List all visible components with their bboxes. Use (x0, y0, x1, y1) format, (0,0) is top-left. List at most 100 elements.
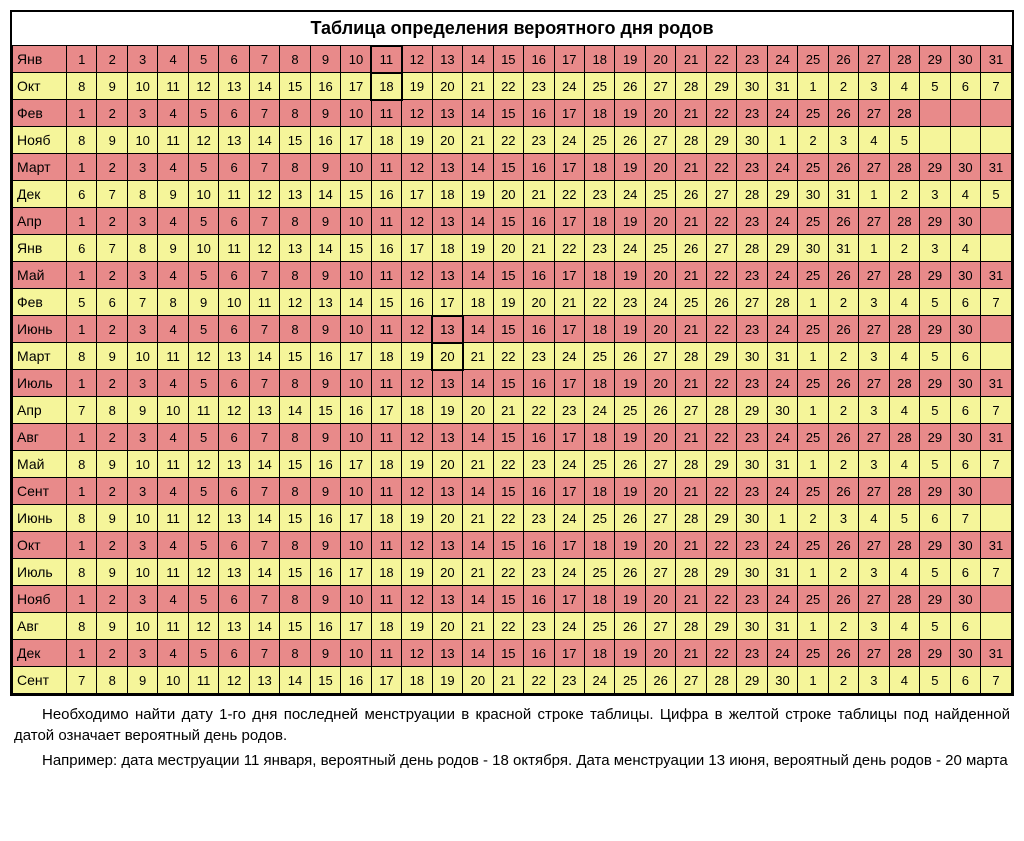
day-cell: 18 (371, 451, 401, 478)
day-cell: 11 (371, 100, 401, 127)
day-cell: 18 (584, 370, 614, 397)
table-row: Фев1234567891011121314151617181920212223… (13, 100, 1012, 127)
day-cell: 22 (706, 424, 736, 451)
day-cell: 23 (524, 613, 554, 640)
day-cell: 3 (127, 370, 157, 397)
day-cell: 21 (463, 343, 493, 370)
day-cell: 24 (767, 262, 797, 289)
day-cell: 15 (280, 613, 310, 640)
day-cell: 24 (554, 613, 584, 640)
day-cell: 11 (371, 424, 401, 451)
day-cell: 2 (828, 451, 858, 478)
day-cell: 17 (554, 46, 584, 73)
day-cell: 13 (432, 478, 462, 505)
day-cell: 5 (188, 640, 218, 667)
day-cell (920, 100, 950, 127)
day-cell: 21 (676, 640, 706, 667)
day-cell: 26 (615, 127, 645, 154)
day-cell: 8 (280, 262, 310, 289)
day-cell: 13 (432, 316, 462, 343)
day-cell: 17 (554, 424, 584, 451)
day-cell: 27 (859, 532, 889, 559)
day-cell: 25 (798, 640, 828, 667)
day-cell: 22 (493, 127, 523, 154)
day-cell: 1 (798, 559, 828, 586)
day-cell: 3 (127, 532, 157, 559)
day-cell: 22 (493, 451, 523, 478)
day-cell: 27 (645, 559, 675, 586)
day-cell: 30 (767, 397, 797, 424)
day-cell: 12 (402, 586, 432, 613)
day-cell: 28 (706, 667, 736, 694)
day-cell: 30 (950, 208, 980, 235)
day-cell: 17 (371, 397, 401, 424)
day-cell: 9 (97, 505, 127, 532)
day-cell: 20 (432, 613, 462, 640)
day-cell: 26 (615, 451, 645, 478)
day-cell: 10 (341, 586, 371, 613)
day-cell: 24 (554, 73, 584, 100)
month-label: Янв (13, 46, 67, 73)
day-cell: 15 (280, 127, 310, 154)
month-label: Май (13, 451, 67, 478)
day-cell: 25 (584, 73, 614, 100)
day-cell: 30 (950, 424, 980, 451)
day-cell: 19 (463, 235, 493, 262)
day-cell (981, 343, 1012, 370)
day-cell: 24 (767, 100, 797, 127)
day-cell: 29 (767, 235, 797, 262)
day-cell: 17 (341, 343, 371, 370)
day-cell: 29 (920, 208, 950, 235)
day-cell: 23 (584, 235, 614, 262)
month-label: Май (13, 262, 67, 289)
day-cell: 29 (920, 586, 950, 613)
day-cell: 9 (97, 451, 127, 478)
day-cell: 7 (249, 424, 279, 451)
day-cell: 7 (981, 289, 1012, 316)
day-cell: 11 (219, 235, 249, 262)
table-row: Дек1234567891011121314151617181920212223… (13, 640, 1012, 667)
day-cell: 25 (798, 586, 828, 613)
day-cell: 3 (127, 154, 157, 181)
day-cell: 3 (859, 343, 889, 370)
month-label: Июнь (13, 505, 67, 532)
month-label: Авг (13, 613, 67, 640)
day-cell: 2 (97, 640, 127, 667)
month-label: Март (13, 154, 67, 181)
day-cell: 18 (432, 181, 462, 208)
day-cell: 19 (432, 667, 462, 694)
day-cell: 6 (219, 370, 249, 397)
day-cell: 27 (645, 343, 675, 370)
day-cell: 13 (310, 289, 340, 316)
day-cell: 22 (706, 100, 736, 127)
table-row: Дек6789101112131415161718192021222324252… (13, 181, 1012, 208)
month-label: Апр (13, 208, 67, 235)
day-cell: 31 (981, 262, 1012, 289)
day-cell: 23 (737, 586, 767, 613)
day-cell: 10 (341, 532, 371, 559)
day-cell: 12 (402, 478, 432, 505)
table-row: Янв1234567891011121314151617181920212223… (13, 46, 1012, 73)
month-label: Окт (13, 73, 67, 100)
day-cell: 31 (828, 181, 858, 208)
day-cell: 30 (950, 532, 980, 559)
day-cell: 16 (310, 127, 340, 154)
day-cell: 28 (676, 451, 706, 478)
day-cell: 26 (676, 235, 706, 262)
day-cell: 5 (920, 343, 950, 370)
day-cell: 12 (402, 154, 432, 181)
day-cell: 29 (920, 316, 950, 343)
day-cell: 18 (371, 343, 401, 370)
day-cell: 22 (706, 478, 736, 505)
day-cell: 11 (371, 154, 401, 181)
day-cell: 3 (859, 667, 889, 694)
day-cell: 2 (889, 181, 919, 208)
table-row: Нояб123456789101112131415161718192021222… (13, 586, 1012, 613)
day-cell: 18 (432, 235, 462, 262)
day-cell: 17 (402, 235, 432, 262)
day-cell: 10 (341, 370, 371, 397)
day-cell: 15 (493, 370, 523, 397)
day-cell: 1 (67, 532, 97, 559)
day-cell: 18 (584, 478, 614, 505)
day-cell: 13 (432, 640, 462, 667)
